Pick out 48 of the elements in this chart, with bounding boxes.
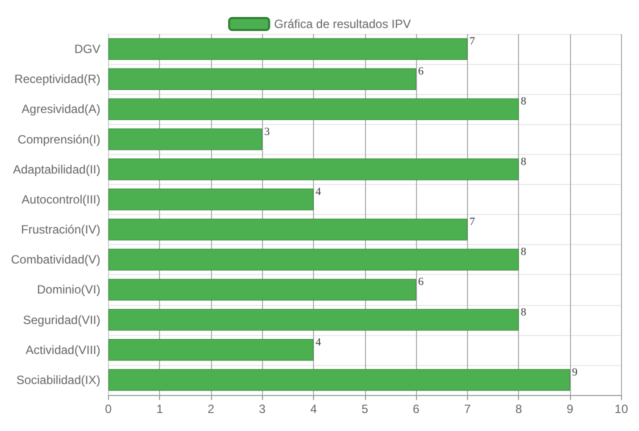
x-tick-label: 1 — [156, 402, 164, 416]
y-tick-label: Actividad(VIII) — [26, 342, 100, 357]
x-tick-label: 2 — [208, 402, 215, 416]
data-label: 6 — [418, 276, 424, 288]
x-tick-label: 0 — [105, 402, 112, 416]
data-label: 4 — [316, 186, 322, 198]
x-tick-label: 3 — [258, 402, 266, 416]
legend-label: Gráfica de resultados IPV — [274, 17, 411, 31]
x-tick-label: 7 — [464, 402, 472, 416]
y-tick-label: Frustración(IV) — [21, 222, 100, 237]
x-tick-label: 10 — [614, 402, 628, 416]
bar — [108, 278, 416, 301]
data-label: 7 — [469, 36, 476, 48]
y-tick-label: Autocontrol(III) — [22, 192, 100, 206]
bar — [108, 68, 416, 90]
data-label: 9 — [572, 366, 578, 378]
y-tick-label: Receptividad(R) — [14, 72, 100, 86]
y-tick-label: DGV — [74, 42, 100, 56]
bar — [108, 369, 570, 391]
bar — [108, 308, 519, 331]
bar — [108, 218, 468, 240]
data-label: 4 — [316, 336, 322, 348]
bar — [108, 339, 314, 361]
data-label: 8 — [520, 306, 527, 318]
bar — [108, 128, 262, 150]
y-tick-label: Comprensión(I) — [18, 132, 100, 146]
x-tick-label: 8 — [515, 402, 522, 416]
y-tick-label: Agresividad(A) — [22, 102, 100, 116]
bar — [108, 248, 519, 270]
bar — [108, 158, 519, 180]
x-tick-label: 5 — [362, 402, 369, 416]
y-tick-label: Seguridad(VII) — [22, 312, 100, 327]
y-tick-label: Sociabilidad(IX) — [16, 372, 100, 387]
x-tick-label: 6 — [412, 402, 420, 416]
bar — [108, 38, 468, 60]
data-label: 8 — [520, 96, 527, 108]
data-label: 8 — [520, 246, 527, 258]
data-label: 3 — [264, 126, 270, 138]
bar — [108, 98, 519, 120]
data-label: 6 — [418, 66, 424, 78]
y-tick-label: Dominio(VI) — [37, 282, 100, 297]
data-label: 8 — [520, 156, 527, 168]
x-tick-label: 9 — [566, 402, 574, 416]
y-tick-label: Combatividad(V) — [10, 252, 100, 267]
x-tick-label: 4 — [310, 402, 318, 416]
y-tick-label: Adaptabilidad(II) — [12, 162, 100, 176]
bar — [108, 188, 314, 210]
data-label: 7 — [469, 216, 476, 228]
